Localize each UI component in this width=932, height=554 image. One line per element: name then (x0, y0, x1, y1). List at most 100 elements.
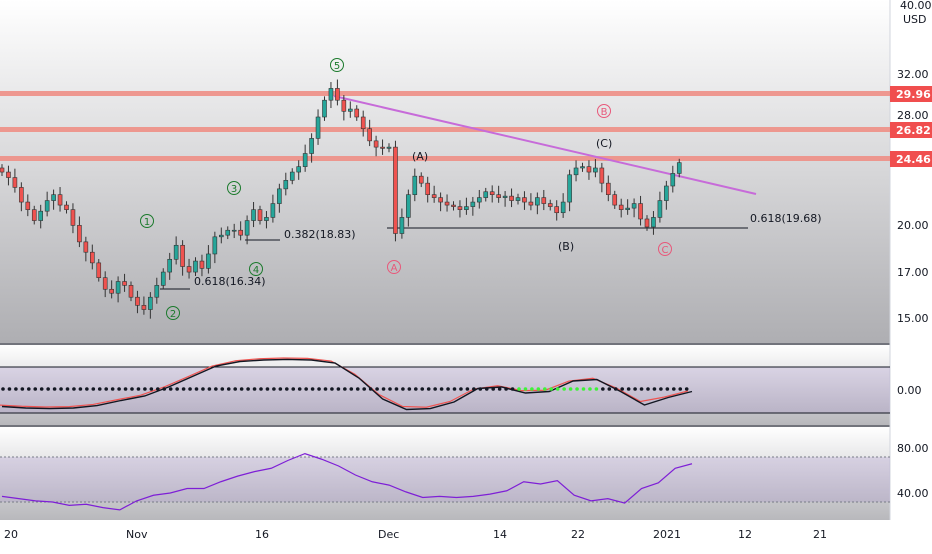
candle[interactable] (380, 139, 385, 155)
candle[interactable] (296, 160, 302, 180)
candle[interactable] (476, 189, 482, 209)
candle[interactable] (457, 200, 463, 218)
candle[interactable] (425, 176, 431, 203)
candle[interactable] (386, 143, 392, 153)
candle[interactable] (12, 168, 18, 193)
candle[interactable] (354, 105, 360, 121)
candle[interactable] (322, 96, 327, 121)
candle[interactable] (225, 226, 231, 240)
currency-label[interactable]: USD (903, 13, 927, 26)
candle[interactable] (277, 183, 282, 213)
candle[interactable] (347, 101, 353, 118)
candle[interactable] (470, 196, 476, 216)
candle[interactable] (515, 193, 521, 205)
candle[interactable] (535, 192, 540, 215)
candle[interactable] (199, 254, 205, 277)
candle[interactable] (438, 192, 443, 212)
candle[interactable] (96, 259, 102, 282)
candle[interactable] (541, 189, 547, 211)
candle[interactable] (625, 199, 630, 215)
candle[interactable] (154, 277, 160, 304)
candle[interactable] (554, 200, 560, 221)
candle[interactable] (341, 95, 347, 121)
candle[interactable] (612, 190, 618, 209)
candle[interactable] (173, 236, 179, 265)
candle[interactable] (167, 252, 172, 280)
osc-main-line[interactable] (1, 358, 693, 411)
rsi-line[interactable] (1, 452, 693, 511)
candle[interactable] (31, 205, 37, 225)
candle[interactable] (528, 193, 534, 211)
candle[interactable] (238, 221, 243, 241)
candle[interactable] (496, 185, 501, 203)
candle[interactable] (373, 135, 379, 157)
candle[interactable] (83, 236, 89, 262)
candle[interactable] (70, 203, 76, 234)
candle[interactable] (393, 140, 398, 242)
candle[interactable] (206, 245, 211, 274)
candle[interactable] (212, 231, 218, 264)
candle[interactable] (44, 191, 50, 217)
candle[interactable] (580, 162, 585, 172)
candle[interactable] (412, 168, 418, 202)
candle[interactable] (644, 215, 650, 231)
candle[interactable] (257, 205, 263, 225)
candle[interactable] (180, 240, 185, 276)
candle[interactable] (302, 144, 308, 172)
downtrend-line[interactable] (333, 95, 757, 195)
candle[interactable] (509, 188, 514, 208)
candle[interactable] (90, 244, 95, 270)
candle[interactable] (128, 281, 134, 302)
candle[interactable] (567, 169, 572, 212)
candle[interactable] (115, 276, 121, 303)
candle[interactable] (38, 204, 44, 229)
candle[interactable] (670, 165, 676, 193)
candle[interactable] (431, 185, 437, 203)
candle[interactable] (6, 165, 11, 186)
candle[interactable] (464, 197, 469, 215)
candle[interactable] (676, 158, 682, 178)
candle[interactable] (638, 195, 643, 226)
candle[interactable] (451, 201, 456, 211)
candle[interactable] (502, 191, 508, 207)
candle[interactable] (219, 227, 224, 244)
candle[interactable] (335, 79, 340, 106)
candle[interactable] (328, 82, 334, 109)
candle[interactable] (631, 198, 637, 218)
candle[interactable] (77, 216, 82, 248)
candle[interactable] (193, 257, 198, 276)
candle[interactable] (244, 215, 250, 245)
candle[interactable] (483, 187, 489, 202)
candle[interactable] (651, 211, 656, 235)
candle[interactable] (489, 185, 495, 203)
candle[interactable] (618, 198, 624, 218)
candle[interactable] (141, 296, 147, 315)
resistance-band-1[interactable] (0, 91, 890, 96)
candle[interactable] (399, 208, 405, 239)
candle[interactable] (309, 133, 314, 163)
candle[interactable] (57, 187, 63, 212)
candle[interactable] (586, 160, 592, 180)
candle[interactable] (406, 189, 411, 227)
candle[interactable] (25, 194, 31, 217)
candle[interactable] (186, 258, 192, 279)
candle[interactable] (160, 268, 166, 290)
candle[interactable] (109, 280, 114, 299)
candle[interactable] (657, 191, 663, 223)
candle[interactable] (315, 109, 321, 145)
candle[interactable] (102, 271, 108, 298)
candle[interactable] (19, 182, 24, 212)
candle[interactable] (0, 164, 5, 176)
candle[interactable] (444, 194, 450, 212)
candle[interactable] (270, 194, 276, 223)
candle[interactable] (605, 175, 611, 202)
candle[interactable] (522, 191, 527, 210)
resistance-band-3[interactable] (0, 156, 890, 161)
resistance-band-2[interactable] (0, 127, 890, 132)
candle[interactable] (264, 211, 269, 229)
candle[interactable] (231, 223, 237, 239)
price-tag-29-96[interactable]: 29.96 (890, 86, 932, 102)
candle[interactable] (135, 290, 140, 314)
candle[interactable] (560, 193, 566, 218)
candle[interactable] (418, 172, 424, 188)
